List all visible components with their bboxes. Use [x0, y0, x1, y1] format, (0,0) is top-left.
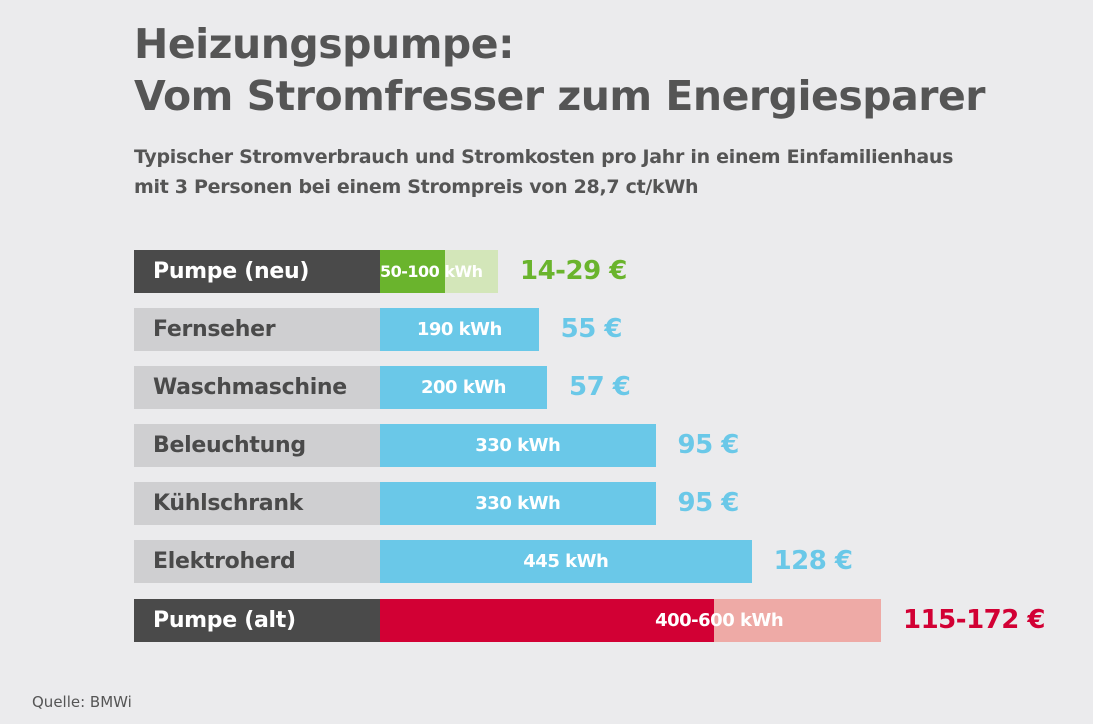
bar-row: Fernseher 190 kWh 55 € — [134, 308, 1084, 351]
category-label: Waschmaschine — [134, 366, 380, 409]
bar — [380, 540, 752, 583]
bar-row: Beleuchtung 330 kWh 95 € — [134, 424, 1084, 467]
bar — [380, 308, 539, 351]
value-label: 445 kWh — [523, 551, 609, 572]
category-label: Elektroherd — [134, 540, 380, 583]
category-label: Beleuchtung — [134, 424, 380, 467]
category-label: Kühlschrank — [134, 482, 380, 525]
source-note: Quelle: BMWi — [32, 693, 132, 711]
chart-title: Heizungspumpe: Vom Stromfresser zum Ener… — [134, 20, 986, 120]
value-label: 330 kWh — [475, 435, 561, 456]
bar-range — [445, 250, 498, 293]
cost-label: 115-172 € — [903, 605, 1045, 635]
cost-label: 55 € — [560, 314, 623, 344]
cost-label: 57 € — [569, 372, 631, 402]
bar — [380, 482, 656, 525]
bar-min — [380, 599, 714, 642]
value-label: 50-100 kWh — [380, 262, 483, 281]
bar-row: Pumpe (neu) 50-100 kWh 14-29 € — [134, 250, 1084, 293]
cost-label: 128 € — [773, 546, 853, 576]
bar — [380, 366, 547, 409]
bar-row: Pumpe (alt) 400-600 kWh 115-172 € — [134, 599, 1084, 642]
bar-min — [380, 250, 445, 293]
cost-label: 95 € — [677, 430, 740, 460]
bar-range — [714, 599, 881, 642]
value-label: 200 kWh — [421, 377, 506, 398]
cost-label: 14-29 € — [520, 256, 627, 286]
bar-row: Waschmaschine 200 kWh 57 € — [134, 366, 1084, 409]
value-label: 330 kWh — [475, 493, 561, 514]
cost-label: 95 € — [677, 488, 740, 518]
value-label: 190 kWh — [416, 319, 502, 340]
category-label: Fernseher — [134, 308, 380, 351]
bar-row: Elektroherd 445 kWh 128 € — [134, 540, 1084, 583]
bar — [380, 424, 656, 467]
bar-row: Kühlschrank 330 kWh 95 € — [134, 482, 1084, 525]
category-label: Pumpe (alt) — [134, 599, 380, 642]
value-label: 400-600 kWh — [655, 610, 784, 631]
category-label: Pumpe (neu) — [134, 250, 380, 293]
chart-subtitle: Typischer Stromverbrauch und Stromkosten… — [134, 146, 954, 198]
